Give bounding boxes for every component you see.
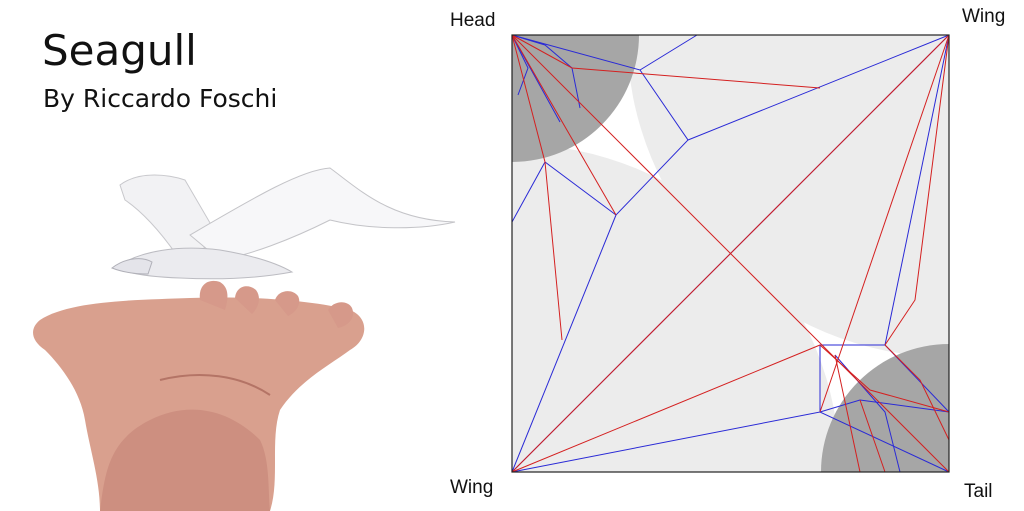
hand-finger-3: [275, 291, 300, 316]
corner-label-head: Head: [450, 10, 496, 31]
hand-finger-4: [328, 302, 354, 328]
mountain-fold-lines: [511, 34, 950, 473]
hand-finger-1: [199, 280, 228, 310]
hand-shade: [100, 409, 270, 511]
hand-illustration: [33, 280, 365, 511]
seagull-wing-front: [189, 167, 456, 261]
seagull-photo: [33, 167, 456, 511]
seagull-body: [113, 247, 294, 280]
corner-label-wing-bottom: Wing: [450, 477, 494, 498]
origami-seagull: [110, 167, 456, 280]
page-title: Seagull: [42, 26, 197, 75]
paper-square-border: [511, 34, 950, 473]
page-subtitle: By Riccardo Foschi: [43, 84, 278, 113]
seagull-head: [110, 258, 153, 275]
corner-label-tail: Tail: [964, 481, 993, 502]
hand-finger-2: [235, 286, 259, 314]
hand-crease: [159, 374, 271, 396]
corner-label-wing-top: Wing: [962, 6, 1006, 27]
